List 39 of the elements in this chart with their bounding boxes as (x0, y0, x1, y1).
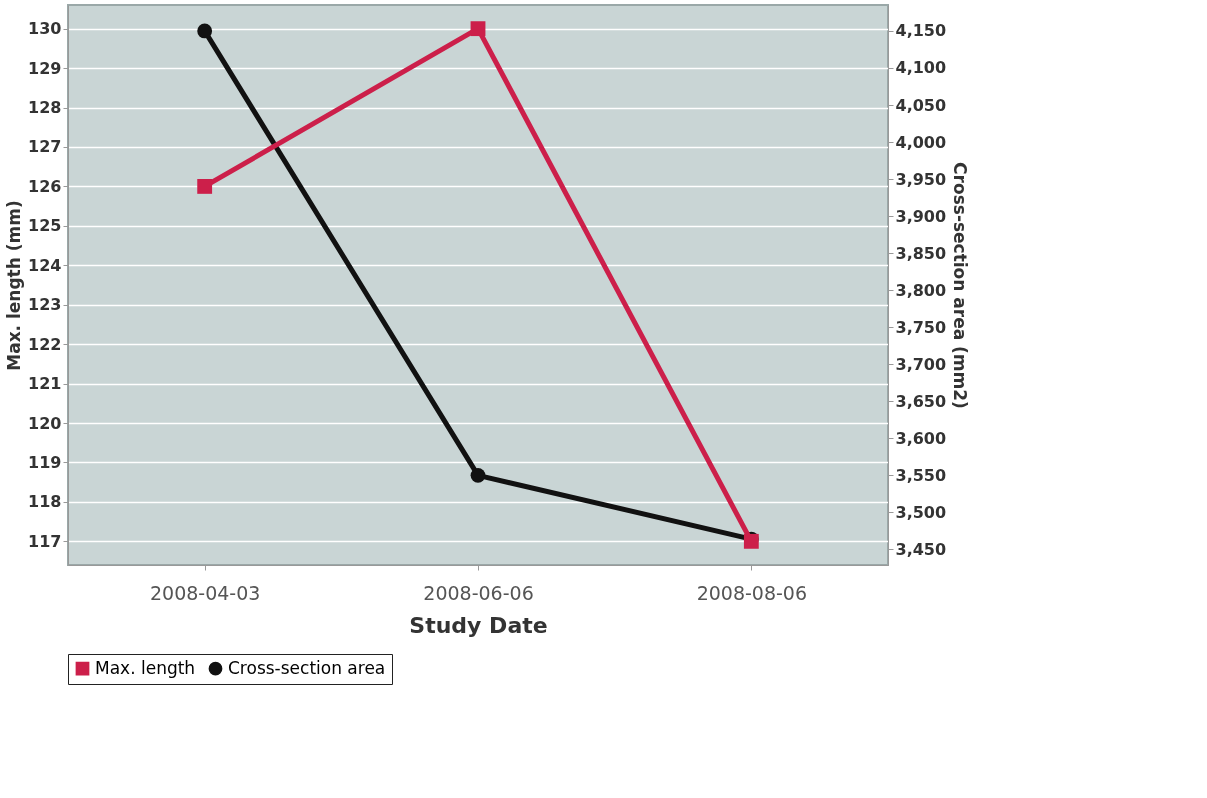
y2-tick-label: 3,500 (895, 502, 947, 522)
y2-tick-label: 4,100 (895, 58, 947, 78)
y-tick-label: 125 (28, 216, 62, 236)
y-tick-label: 121 (28, 374, 62, 394)
y2-tick-label: 3,600 (895, 428, 947, 448)
y-axis-title: Max. length (mm) (4, 200, 25, 371)
y2-tick-label: 3,550 (895, 465, 947, 485)
point (197, 178, 213, 194)
y2-axis-title: Cross-section area (mm2) (950, 162, 971, 409)
legend-label: Max. length (95, 657, 196, 678)
y-tick-label: 118 (28, 492, 62, 512)
y-tick-label: 128 (28, 98, 62, 118)
y2-tick-label: 4,050 (895, 95, 947, 115)
y-tick-label: 119 (28, 452, 62, 472)
y2-tick-label: 4,150 (895, 21, 947, 41)
y2-tick-label: 4,000 (895, 132, 947, 152)
x-tick-label: 2008-08-06 (696, 581, 808, 604)
y-tick-label: 122 (28, 334, 62, 354)
y2-tick-label: 3,850 (895, 243, 947, 263)
y2-tick-label: 3,450 (895, 539, 947, 559)
y2-tick-label: 3,650 (895, 391, 947, 411)
point (470, 21, 486, 37)
y-tick-label: 120 (28, 413, 62, 433)
y-tick-label: 130 (28, 19, 62, 39)
y2-tick-label: 3,800 (895, 280, 947, 300)
y2-tick-label: 3,950 (895, 169, 947, 189)
x-tick-label: 2008-06-06 (423, 581, 534, 604)
y-tick-label: 123 (28, 295, 62, 315)
y-tick-label: 129 (28, 58, 62, 78)
y2-tick-label: 3,750 (895, 317, 947, 337)
y-tick-label: 126 (28, 176, 62, 196)
legend-label: Cross-section area (228, 657, 386, 678)
x-axis-title: Study Date (409, 612, 548, 638)
y2-tick-label: 3,900 (895, 206, 947, 226)
y-tick-label: 124 (28, 255, 62, 275)
y-tick-label: 127 (28, 137, 62, 157)
x-tick-label: 2008-04-03 (149, 581, 261, 604)
y-tick-label: 117 (28, 531, 62, 551)
y2-tick-label: 3,700 (895, 354, 947, 374)
